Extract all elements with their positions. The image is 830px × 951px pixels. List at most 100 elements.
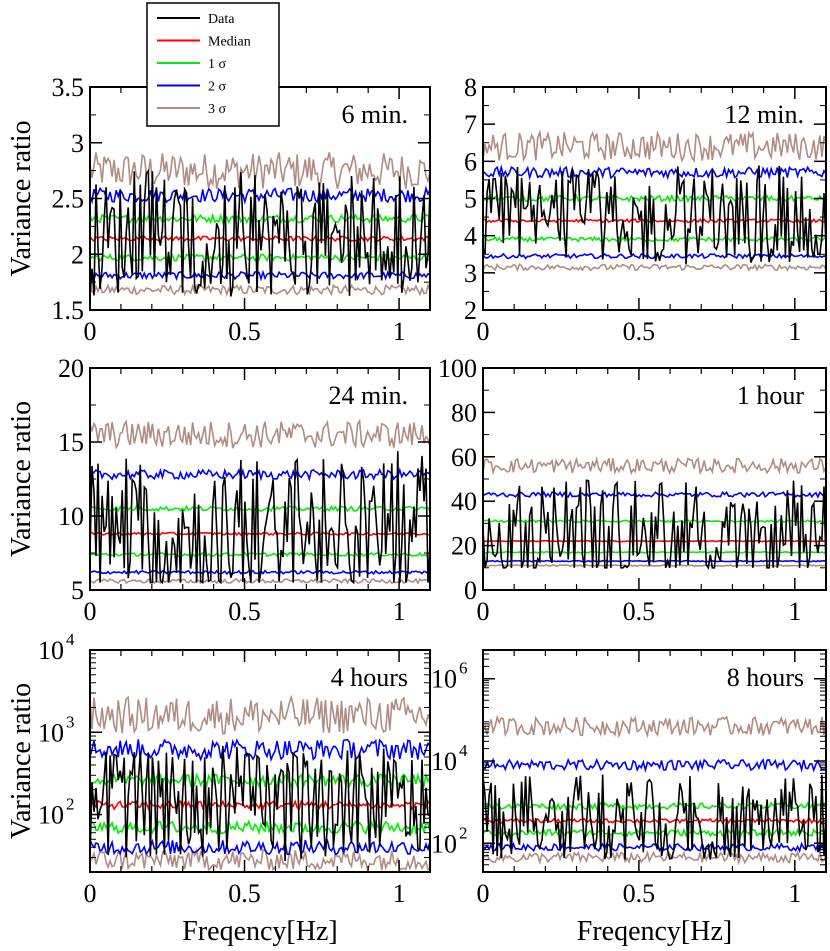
y-tick-label: 4 bbox=[464, 222, 477, 251]
y-tick-label: 60 bbox=[451, 443, 477, 472]
x-tick-label: 1 bbox=[788, 597, 801, 626]
x-tick-label: 0 bbox=[84, 879, 97, 908]
x-tick-label: 0.5 bbox=[228, 597, 261, 626]
panel-frame bbox=[89, 649, 431, 873]
panel-plot-area bbox=[90, 694, 430, 872]
data-line bbox=[483, 165, 826, 265]
data-line bbox=[90, 168, 430, 297]
sigma3-high-line bbox=[483, 714, 826, 739]
sigma2-low-line bbox=[90, 269, 430, 282]
panel-plot-area bbox=[483, 456, 826, 570]
x-tick-label: 0 bbox=[477, 317, 490, 346]
y-tick-exponent: 4 bbox=[459, 741, 468, 760]
data-line bbox=[90, 451, 430, 585]
y-tick-label: 2 bbox=[464, 296, 477, 325]
x-axis-title: Freqency[Hz] bbox=[182, 916, 337, 947]
sigma3-high-line bbox=[483, 456, 826, 476]
y-tick-label: 3.5 bbox=[52, 73, 85, 102]
data-line bbox=[483, 479, 826, 570]
sigma3-low-line bbox=[90, 282, 430, 298]
x-axis-title: Freqency[Hz] bbox=[577, 916, 732, 947]
y-tick-exponent: 6 bbox=[459, 659, 468, 678]
y-tick-label: 10 bbox=[431, 665, 457, 694]
sigma2-high-line bbox=[90, 738, 430, 763]
data-line bbox=[90, 745, 430, 862]
sigma3-low-line bbox=[483, 564, 826, 568]
sigma1-low-line bbox=[90, 551, 430, 558]
legend-label: 2 σ bbox=[208, 80, 227, 95]
legend-label: Data bbox=[208, 12, 235, 27]
x-tick-label: 1 bbox=[788, 879, 801, 908]
sigma2-low-line bbox=[483, 841, 826, 854]
legend-box bbox=[146, 2, 280, 127]
panel-label: 1 hour bbox=[737, 381, 805, 410]
y-tick-label: 10 bbox=[38, 801, 64, 830]
x-tick-label: 0 bbox=[477, 879, 490, 908]
panel-plot-area bbox=[90, 152, 430, 298]
y-tick-exponent: 2 bbox=[66, 795, 75, 814]
sigma3-low-line bbox=[90, 847, 430, 872]
y-tick-label: 0 bbox=[464, 576, 477, 605]
x-tick-label: 1 bbox=[393, 879, 406, 908]
y-tick-label: 2.5 bbox=[52, 185, 85, 214]
sigma3-low-line bbox=[483, 849, 826, 866]
legend: Data Median 1 σ 2 σ 3 σ bbox=[146, 2, 280, 127]
y-tick-label: 8 bbox=[464, 73, 477, 102]
y-tick-label: 40 bbox=[451, 487, 477, 516]
sigma3-high-line bbox=[90, 694, 430, 735]
sigma1-high-line bbox=[483, 193, 826, 204]
panel-plot-area bbox=[90, 418, 430, 585]
y-tick-label: 6 bbox=[464, 147, 477, 176]
sigma1-high-line bbox=[483, 801, 826, 812]
sigma2-low-line bbox=[483, 559, 826, 563]
y-tick-label: 20 bbox=[451, 532, 477, 561]
y-tick-label: 100 bbox=[438, 354, 477, 383]
y-tick-label: 5 bbox=[464, 185, 477, 214]
data-line bbox=[483, 774, 826, 861]
y-tick-exponent: 2 bbox=[459, 823, 468, 842]
median-line bbox=[90, 531, 430, 537]
y-tick-exponent: 3 bbox=[66, 712, 75, 731]
sigma3-high-line bbox=[90, 418, 430, 450]
sigma3-high-line bbox=[90, 152, 430, 189]
x-tick-label: 0.5 bbox=[228, 879, 261, 908]
y-tick-label: 2 bbox=[71, 240, 84, 269]
sigma2-high-line bbox=[483, 164, 826, 181]
x-tick-label: 0 bbox=[84, 597, 97, 626]
x-tick-label: 1 bbox=[788, 317, 801, 346]
y-tick-label: 1.5 bbox=[52, 296, 85, 325]
x-tick-label: 0.5 bbox=[623, 879, 656, 908]
y-tick-label: 10 bbox=[58, 502, 84, 531]
legend-label: 3 σ bbox=[208, 102, 227, 117]
y-tick-label: 7 bbox=[464, 110, 477, 139]
y-axis-title: Variance ratio bbox=[6, 120, 37, 276]
x-tick-label: 1 bbox=[393, 597, 406, 626]
sigma2-low-line bbox=[90, 837, 430, 856]
x-tick-label: 0.5 bbox=[623, 597, 656, 626]
y-tick-label: 15 bbox=[58, 428, 84, 457]
sigma1-low-line bbox=[90, 252, 430, 263]
legend-label: Median bbox=[208, 35, 251, 50]
y-axis-title: Variance ratio bbox=[6, 401, 37, 557]
y-tick-label: 10 bbox=[38, 636, 64, 665]
y-axis-title: Variance ratio bbox=[6, 683, 37, 839]
x-tick-label: 0.5 bbox=[228, 317, 261, 346]
y-tick-label: 20 bbox=[58, 354, 84, 383]
sigma2-high-line bbox=[90, 467, 430, 482]
panel-label: 4 hours bbox=[331, 663, 408, 692]
y-tick-label: 10 bbox=[431, 747, 457, 776]
panel-2: 0 0.5 1 2 3 4 5 6 7 8 12 min. bbox=[464, 73, 827, 346]
x-tick-label: 0.5 bbox=[623, 317, 656, 346]
sigma2-high-line bbox=[483, 757, 826, 774]
x-tick-label: 1 bbox=[393, 317, 406, 346]
panel-label: 6 min. bbox=[342, 100, 408, 129]
panel-plot-area bbox=[483, 714, 826, 866]
y-tick-label: 3 bbox=[71, 129, 84, 158]
sigma2-high-line bbox=[483, 490, 826, 499]
sigma1-high-line bbox=[90, 212, 430, 225]
x-tick-label: 0 bbox=[84, 317, 97, 346]
